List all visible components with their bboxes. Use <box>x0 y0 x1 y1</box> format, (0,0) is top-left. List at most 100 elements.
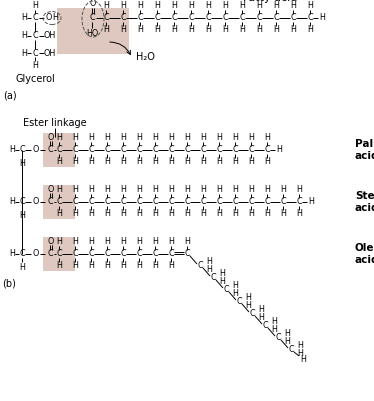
Text: H: H <box>232 290 238 298</box>
Text: H: H <box>248 186 254 194</box>
Bar <box>57 8 129 54</box>
Text: H: H <box>184 158 190 166</box>
Text: H: H <box>256 26 262 34</box>
Text: H: H <box>307 2 313 10</box>
Text: O: O <box>48 184 54 194</box>
Text: C: C <box>210 273 216 282</box>
Text: H: H <box>56 237 62 247</box>
Text: C: C <box>236 298 242 306</box>
Text: C: C <box>168 198 174 207</box>
Text: C: C <box>200 198 206 207</box>
Text: OH: OH <box>44 32 56 41</box>
Text: H: H <box>152 237 158 247</box>
Text: H: H <box>232 282 238 290</box>
Text: H: H <box>152 134 158 142</box>
Text: C: C <box>264 146 270 154</box>
Text: H: H <box>232 134 238 142</box>
Text: C: C <box>19 146 25 154</box>
Text: H: H <box>88 261 94 271</box>
Text: H: H <box>245 302 251 310</box>
Bar <box>43 133 75 167</box>
Text: H: H <box>200 158 206 166</box>
Text: C: C <box>103 14 109 22</box>
Text: H: H <box>104 261 110 271</box>
Text: H: H <box>152 158 158 166</box>
Text: H: H <box>284 338 290 346</box>
Text: C: C <box>184 249 190 259</box>
Text: H: H <box>168 237 174 247</box>
Text: C: C <box>273 14 279 22</box>
Text: H: H <box>239 26 245 34</box>
Text: C: C <box>88 198 94 207</box>
Text: C: C <box>47 146 53 154</box>
Text: O: O <box>48 237 54 245</box>
Text: H: H <box>72 209 78 219</box>
Text: C: C <box>88 249 94 259</box>
Text: H: H <box>137 26 143 34</box>
Text: H: H <box>184 134 190 142</box>
Text: H: H <box>103 2 109 10</box>
Text: Glycerol: Glycerol <box>15 74 55 84</box>
Text: C: C <box>264 198 270 207</box>
Text: C: C <box>290 14 296 22</box>
Text: C: C <box>154 14 160 22</box>
Text: C: C <box>136 146 142 154</box>
Text: C: C <box>47 198 53 207</box>
Text: H: H <box>32 61 38 71</box>
Text: C: C <box>168 146 174 154</box>
Text: Fatty acid: Fatty acid <box>243 0 297 3</box>
Text: H: H <box>72 134 78 142</box>
Text: C: C <box>275 334 281 342</box>
Text: H: H <box>188 2 194 10</box>
Text: H: H <box>200 134 206 142</box>
Text: H: H <box>245 294 251 302</box>
Text: H: H <box>120 26 126 34</box>
Text: (a): (a) <box>3 91 17 101</box>
Text: H: H <box>154 26 160 34</box>
Text: C: C <box>152 198 158 207</box>
Text: H: H <box>88 134 94 142</box>
Text: H: H <box>200 209 206 219</box>
Text: C: C <box>296 198 302 207</box>
Text: C: C <box>32 32 38 41</box>
Text: H: H <box>290 26 296 34</box>
Text: Palmitic
acid: Palmitic acid <box>355 139 374 161</box>
Text: H: H <box>219 269 225 279</box>
Text: H: H <box>120 209 126 219</box>
Text: H: H <box>168 261 174 271</box>
Text: H: H <box>222 26 228 34</box>
Text: C: C <box>120 249 126 259</box>
Text: H: H <box>19 263 25 271</box>
Text: H: H <box>168 209 174 219</box>
Text: C: C <box>56 249 62 259</box>
Text: C: C <box>152 146 158 154</box>
Text: H: H <box>9 198 15 207</box>
Text: H: H <box>280 186 286 194</box>
Text: H: H <box>120 261 126 271</box>
Text: H: H <box>264 209 270 219</box>
Text: H: H <box>200 186 206 194</box>
Text: H: H <box>21 32 27 41</box>
Text: C: C <box>216 146 222 154</box>
Text: H: H <box>216 209 222 219</box>
Text: H: H <box>216 158 222 166</box>
Text: C: C <box>197 261 203 271</box>
Text: C: C <box>232 146 238 154</box>
Bar <box>43 185 75 219</box>
Text: H: H <box>56 261 62 271</box>
Text: H: H <box>216 134 222 142</box>
Text: H: H <box>56 186 62 194</box>
Text: C: C <box>104 249 110 259</box>
Text: H: H <box>21 14 27 22</box>
Text: C: C <box>216 198 222 207</box>
Text: C: C <box>171 14 177 22</box>
Text: H: H <box>258 314 264 322</box>
Text: H: H <box>104 186 110 194</box>
Text: C: C <box>239 14 245 22</box>
Text: O: O <box>33 146 39 154</box>
Text: H: H <box>206 257 212 267</box>
Text: H: H <box>88 237 94 247</box>
Bar <box>43 237 75 271</box>
Text: H: H <box>297 342 303 350</box>
Text: H: H <box>239 2 245 10</box>
